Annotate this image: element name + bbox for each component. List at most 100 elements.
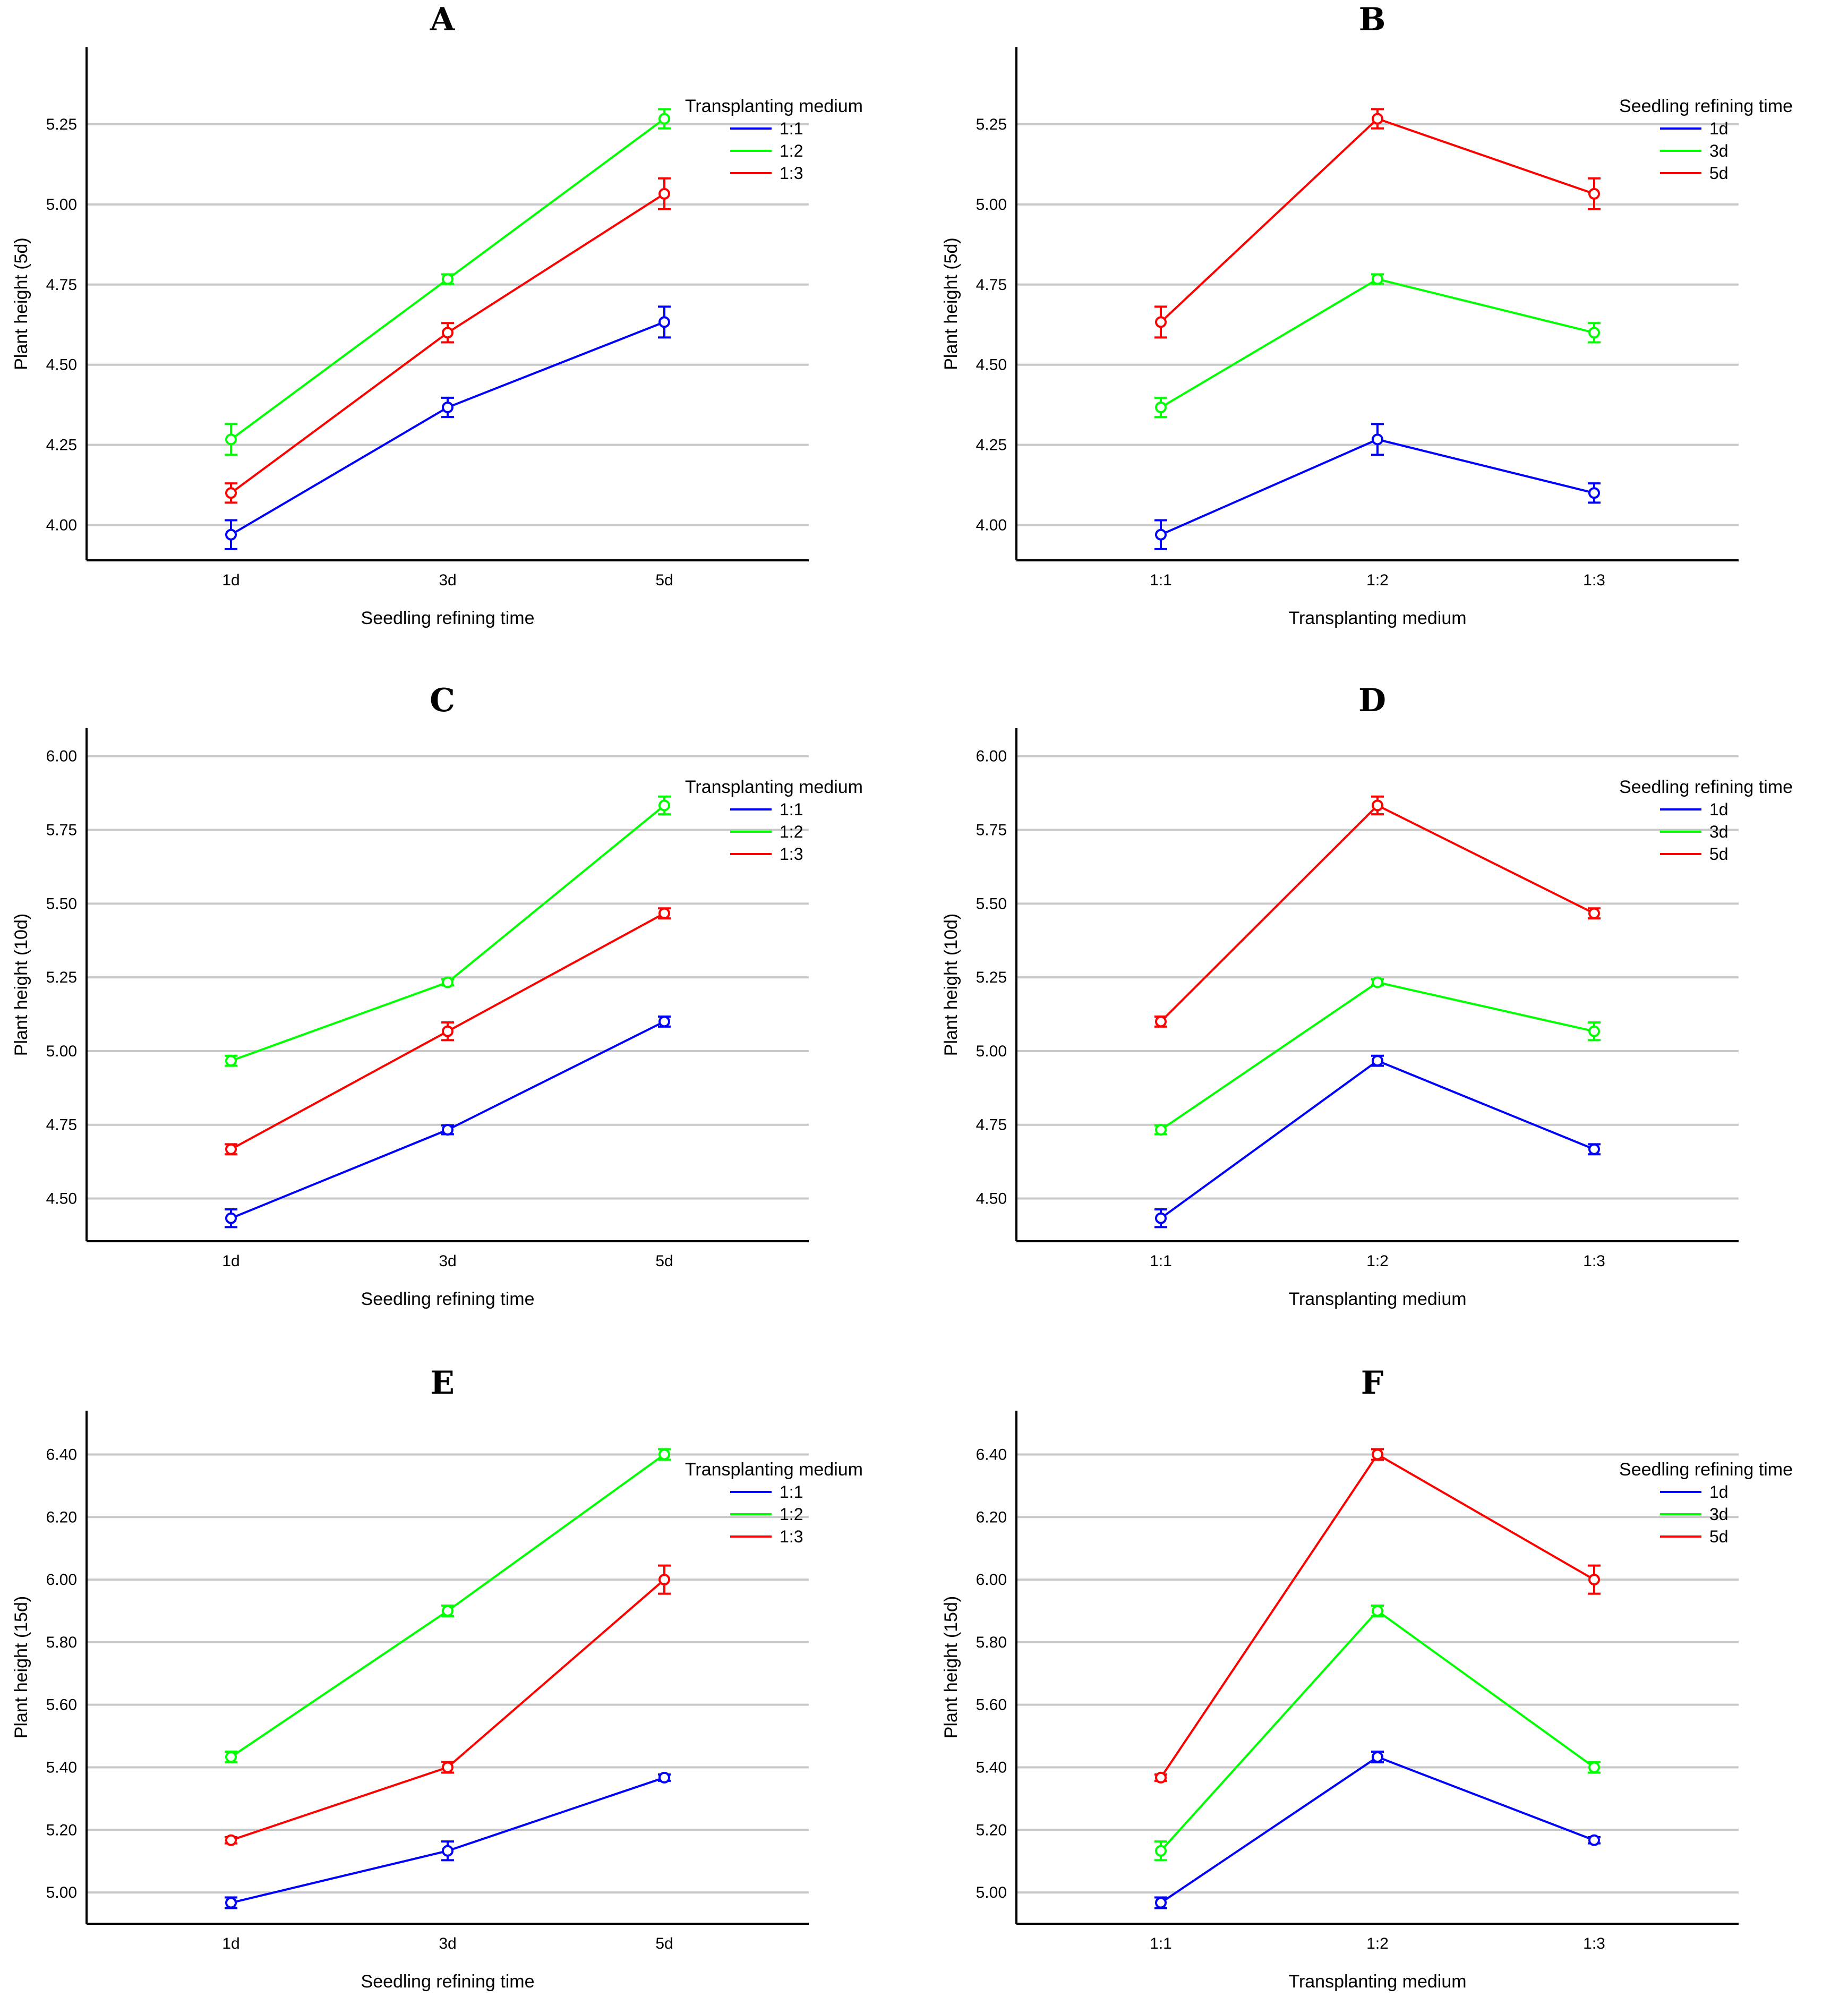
data-point [1588, 1834, 1600, 1846]
data-point [658, 799, 670, 812]
legend-title: Seedling refining time [1619, 1460, 1793, 1480]
data-point [225, 433, 237, 446]
data-point [225, 1751, 237, 1763]
y-tick-label: 5.20 [46, 1821, 77, 1839]
data-point [658, 113, 670, 125]
data-point [1372, 1605, 1383, 1617]
y-tick-label: 6.00 [46, 748, 77, 765]
series-line [230, 193, 665, 494]
y-axis-title: Plant height (5d) [11, 237, 31, 370]
x-tick-label: 1:1 [1150, 1935, 1172, 1952]
legend-label: 1:2 [780, 822, 803, 841]
data-point [1155, 528, 1167, 541]
y-tick-label: 4.75 [46, 276, 77, 294]
y-tick-label: 5.25 [976, 116, 1007, 133]
x-tick-label: 1:2 [1366, 1935, 1389, 1952]
series-line [230, 321, 665, 536]
legend-label: 5d [1709, 1527, 1729, 1546]
y-tick-label: 5.25 [976, 969, 1007, 986]
y-tick-label: 4.75 [46, 1116, 77, 1134]
series-line [1160, 278, 1595, 408]
legend-label: 1:2 [780, 141, 803, 160]
legend-label: 1:3 [780, 1527, 803, 1546]
data-point [442, 273, 454, 285]
data-point [1372, 799, 1383, 812]
y-tick-label: 4.00 [46, 517, 77, 534]
data-point [658, 1771, 670, 1784]
data-point [658, 1448, 670, 1461]
y-tick-label: 5.00 [976, 1043, 1007, 1060]
x-tick-label: 3d [439, 1252, 456, 1270]
x-tick-label: 5d [655, 1252, 673, 1270]
legend-label: 1d [1709, 119, 1729, 138]
y-tick-label: 6.40 [46, 1446, 77, 1463]
data-point [442, 976, 454, 988]
series-line [230, 1777, 665, 1904]
legend-label: 3d [1709, 1505, 1729, 1524]
series-line [230, 1579, 665, 1841]
legend-label: 1:1 [780, 1482, 803, 1501]
data-point [442, 1025, 454, 1037]
y-tick-label: 6.40 [976, 1446, 1007, 1463]
legend-label: 3d [1709, 822, 1729, 841]
data-point [442, 327, 454, 339]
panel-title: A [430, 1, 456, 38]
data-point [1588, 907, 1600, 919]
y-tick-label: 5.40 [46, 1759, 77, 1776]
y-tick-label: 5.60 [976, 1696, 1007, 1714]
data-point [225, 1143, 237, 1155]
data-point [1155, 1897, 1167, 1909]
y-tick-label: 5.50 [976, 895, 1007, 912]
y-tick-label: 4.50 [46, 1190, 77, 1208]
y-tick-label: 5.25 [46, 116, 77, 133]
data-point [442, 1124, 454, 1136]
data-point [1372, 433, 1383, 446]
panel-title: F [1361, 1364, 1384, 1402]
x-tick-label: 1:2 [1366, 571, 1389, 589]
data-point [225, 1212, 237, 1224]
data-point [658, 316, 670, 328]
data-point [225, 1055, 237, 1067]
legend-label: 1d [1709, 1482, 1729, 1501]
y-axis-title: Plant height (15d) [941, 1596, 961, 1738]
x-tick-label: 1:3 [1583, 1935, 1605, 1952]
data-point [1372, 1751, 1383, 1763]
x-axis-title: Transplanting medium [1288, 608, 1466, 628]
panel-title: C [430, 682, 455, 719]
data-point [658, 1574, 670, 1586]
data-point [225, 1834, 237, 1846]
y-axis-title: Plant height (15d) [11, 1596, 31, 1738]
y-tick-label: 5.00 [976, 196, 1007, 214]
data-point [1588, 1025, 1600, 1037]
data-point [1588, 327, 1600, 339]
data-point [442, 402, 454, 414]
legend-label: 1:2 [780, 1505, 803, 1524]
x-tick-label: 3d [439, 571, 456, 589]
x-tick-label: 1:2 [1366, 1252, 1389, 1270]
data-point [1588, 1574, 1600, 1586]
y-axis-title: Plant height (5d) [941, 237, 961, 370]
y-tick-label: 5.00 [46, 1884, 77, 1901]
legend-label: 5d [1709, 844, 1729, 864]
data-point [1155, 402, 1167, 414]
panel-a: A 4.00 4.25 4.50 4.75 5.00 5.25 1d 3d 5d Seedling … [11, 1, 863, 628]
x-tick-label: 3d [439, 1935, 456, 1952]
x-tick-label: 1:3 [1583, 1252, 1605, 1270]
legend-title: Seedling refining time [1619, 777, 1793, 797]
data-point [1372, 1055, 1383, 1067]
legend-label: 1d [1709, 800, 1729, 819]
data-point [1588, 1761, 1600, 1773]
y-axis-title: Plant height (10d) [941, 914, 961, 1056]
y-tick-label: 4.25 [976, 437, 1007, 454]
series-line [1160, 117, 1595, 323]
data-point [1588, 487, 1600, 499]
x-axis-title: Transplanting medium [1288, 1972, 1466, 1992]
data-point [658, 907, 670, 919]
legend-title: Transplanting medium [685, 777, 863, 797]
y-axis-title: Plant height (10d) [11, 914, 31, 1056]
y-tick-label: 5.00 [976, 1884, 1007, 1901]
panel-e: E 5.00 5.20 5.40 5.60 5.80 6.00 6.20 6.40 1d 3d 5d S… [11, 1364, 863, 1992]
x-tick-label: 1:1 [1150, 571, 1172, 589]
x-tick-label: 1:1 [1150, 1252, 1172, 1270]
